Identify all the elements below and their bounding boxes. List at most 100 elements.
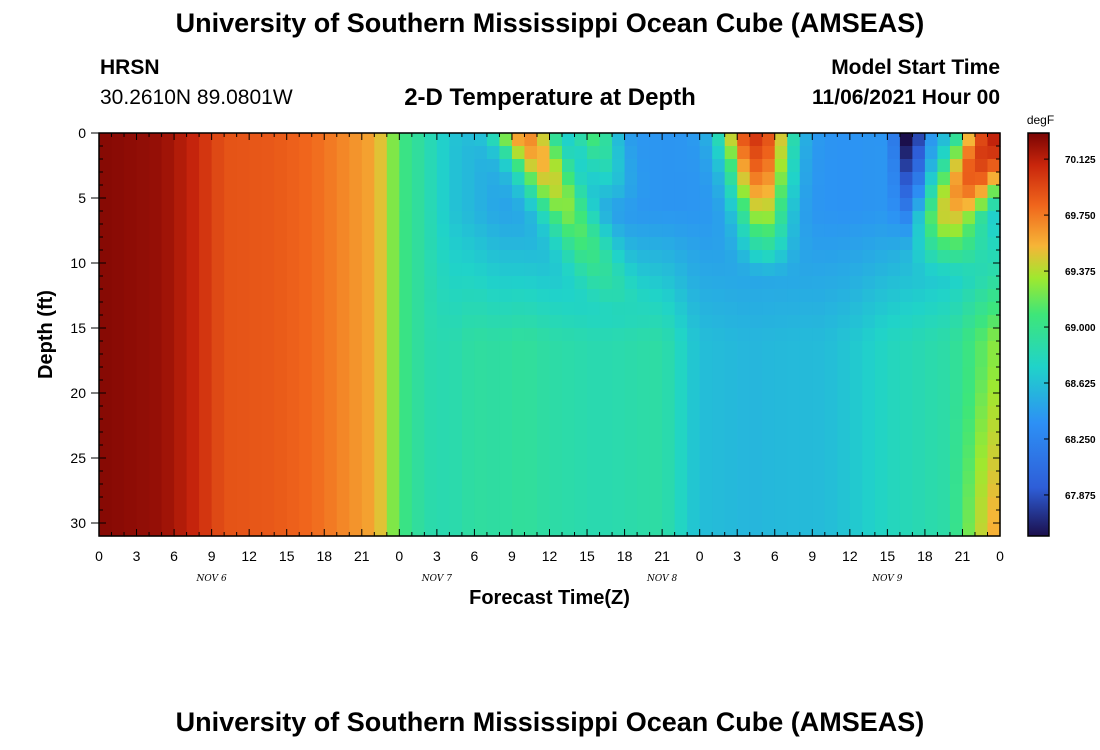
heatmap-cell xyxy=(261,146,275,160)
heatmap-cell xyxy=(511,146,526,160)
heatmap-cell xyxy=(949,315,964,329)
heatmap-cell xyxy=(536,497,551,511)
heatmap-cell xyxy=(887,406,901,420)
heatmap-cell xyxy=(587,432,601,446)
heatmap-cell xyxy=(99,367,113,381)
heatmap-cell xyxy=(136,328,150,342)
heatmap-cell xyxy=(949,510,964,524)
heatmap-cell xyxy=(949,328,964,342)
heatmap-cell xyxy=(449,497,463,511)
heatmap-cell xyxy=(662,224,676,238)
heatmap-cell xyxy=(887,198,901,212)
heatmap-cell xyxy=(136,510,150,524)
heatmap-cell xyxy=(311,263,325,277)
heatmap-cell xyxy=(449,263,463,277)
heatmap-cell xyxy=(787,510,801,524)
heatmap-cell xyxy=(211,328,225,342)
heatmap-cell xyxy=(286,458,300,472)
heatmap-cell xyxy=(687,172,701,186)
heatmap-cell xyxy=(899,445,913,459)
heatmap-cell xyxy=(324,432,338,446)
heatmap-cell xyxy=(211,211,225,225)
heatmap-cell xyxy=(937,432,951,446)
heatmap-cell xyxy=(924,185,939,199)
heatmap-cell xyxy=(136,250,150,264)
heatmap-cell xyxy=(574,146,588,160)
heatmap-cell xyxy=(687,211,701,225)
heatmap-cell xyxy=(862,471,876,485)
heatmap-cell xyxy=(474,159,488,173)
heatmap-cell xyxy=(812,263,826,277)
heatmap-cell xyxy=(161,432,175,446)
heatmap-cell xyxy=(549,198,563,212)
heatmap-cell xyxy=(649,172,663,186)
heatmap-cell xyxy=(274,458,288,472)
heatmap-cell xyxy=(424,510,438,524)
heatmap-cell xyxy=(899,263,913,277)
heatmap-cell xyxy=(224,406,238,420)
heatmap-cell xyxy=(812,224,826,238)
heatmap-cell xyxy=(361,497,375,511)
heatmap-cell xyxy=(249,237,263,251)
heatmap-cell xyxy=(762,263,776,277)
heatmap-cell xyxy=(912,458,926,472)
heatmap-cell xyxy=(149,146,163,160)
heatmap-cell xyxy=(199,172,213,186)
heatmap-cell xyxy=(674,185,688,199)
heatmap-cell xyxy=(386,185,400,199)
heatmap-cell xyxy=(587,172,601,186)
heatmap-cell xyxy=(737,393,751,407)
heatmap-cell xyxy=(649,354,663,368)
heatmap-cell xyxy=(236,276,250,290)
heatmap-cell xyxy=(486,497,501,511)
heatmap-cell xyxy=(962,510,976,524)
heatmap-cell xyxy=(199,393,213,407)
heatmap-cell xyxy=(286,354,300,368)
heatmap-cell xyxy=(186,250,200,264)
heatmap-cell xyxy=(812,523,826,537)
heatmap-cell xyxy=(887,523,901,537)
heatmap-cell xyxy=(749,380,763,394)
heatmap-cell xyxy=(386,250,400,264)
heatmap-cell xyxy=(511,367,526,381)
heatmap-cell xyxy=(349,263,363,277)
heatmap-cell xyxy=(562,510,576,524)
heatmap-cell xyxy=(799,432,813,446)
heatmap-cell xyxy=(662,133,676,147)
heatmap-cell xyxy=(274,419,288,433)
heatmap-cell xyxy=(724,380,738,394)
heatmap-cell xyxy=(787,484,801,498)
x-tick-label: 12 xyxy=(241,548,257,564)
heatmap-cell xyxy=(737,341,751,355)
heatmap-cell xyxy=(499,315,513,329)
heatmap-cell xyxy=(449,237,463,251)
heatmap-cell xyxy=(486,133,501,147)
heatmap-cell xyxy=(286,419,300,433)
heatmap-cell xyxy=(461,315,476,329)
heatmap-cell xyxy=(336,510,350,524)
heatmap-cell xyxy=(311,432,325,446)
heatmap-cell xyxy=(962,146,976,160)
heatmap-cell xyxy=(824,289,838,303)
heatmap-cell xyxy=(562,328,576,342)
heatmap-cell xyxy=(124,367,138,381)
heatmap-cell xyxy=(587,159,601,173)
heatmap-cell xyxy=(211,471,225,485)
heatmap-cell xyxy=(274,510,288,524)
heatmap-cell xyxy=(449,445,463,459)
heatmap-cell xyxy=(436,406,450,420)
heatmap-cell xyxy=(649,289,663,303)
heatmap-cell xyxy=(136,159,150,173)
heatmap-cell xyxy=(311,146,325,160)
heatmap-cell xyxy=(974,393,989,407)
heatmap-cell xyxy=(949,484,964,498)
heatmap-cell xyxy=(336,146,350,160)
heatmap-cell xyxy=(411,276,425,290)
heatmap-cell xyxy=(762,315,776,329)
heatmap-cell xyxy=(837,393,851,407)
heatmap-cell xyxy=(587,406,601,420)
heatmap-cell xyxy=(274,523,288,537)
heatmap-cell xyxy=(737,159,751,173)
heatmap-cell xyxy=(211,341,225,355)
heatmap-cell xyxy=(887,172,901,186)
